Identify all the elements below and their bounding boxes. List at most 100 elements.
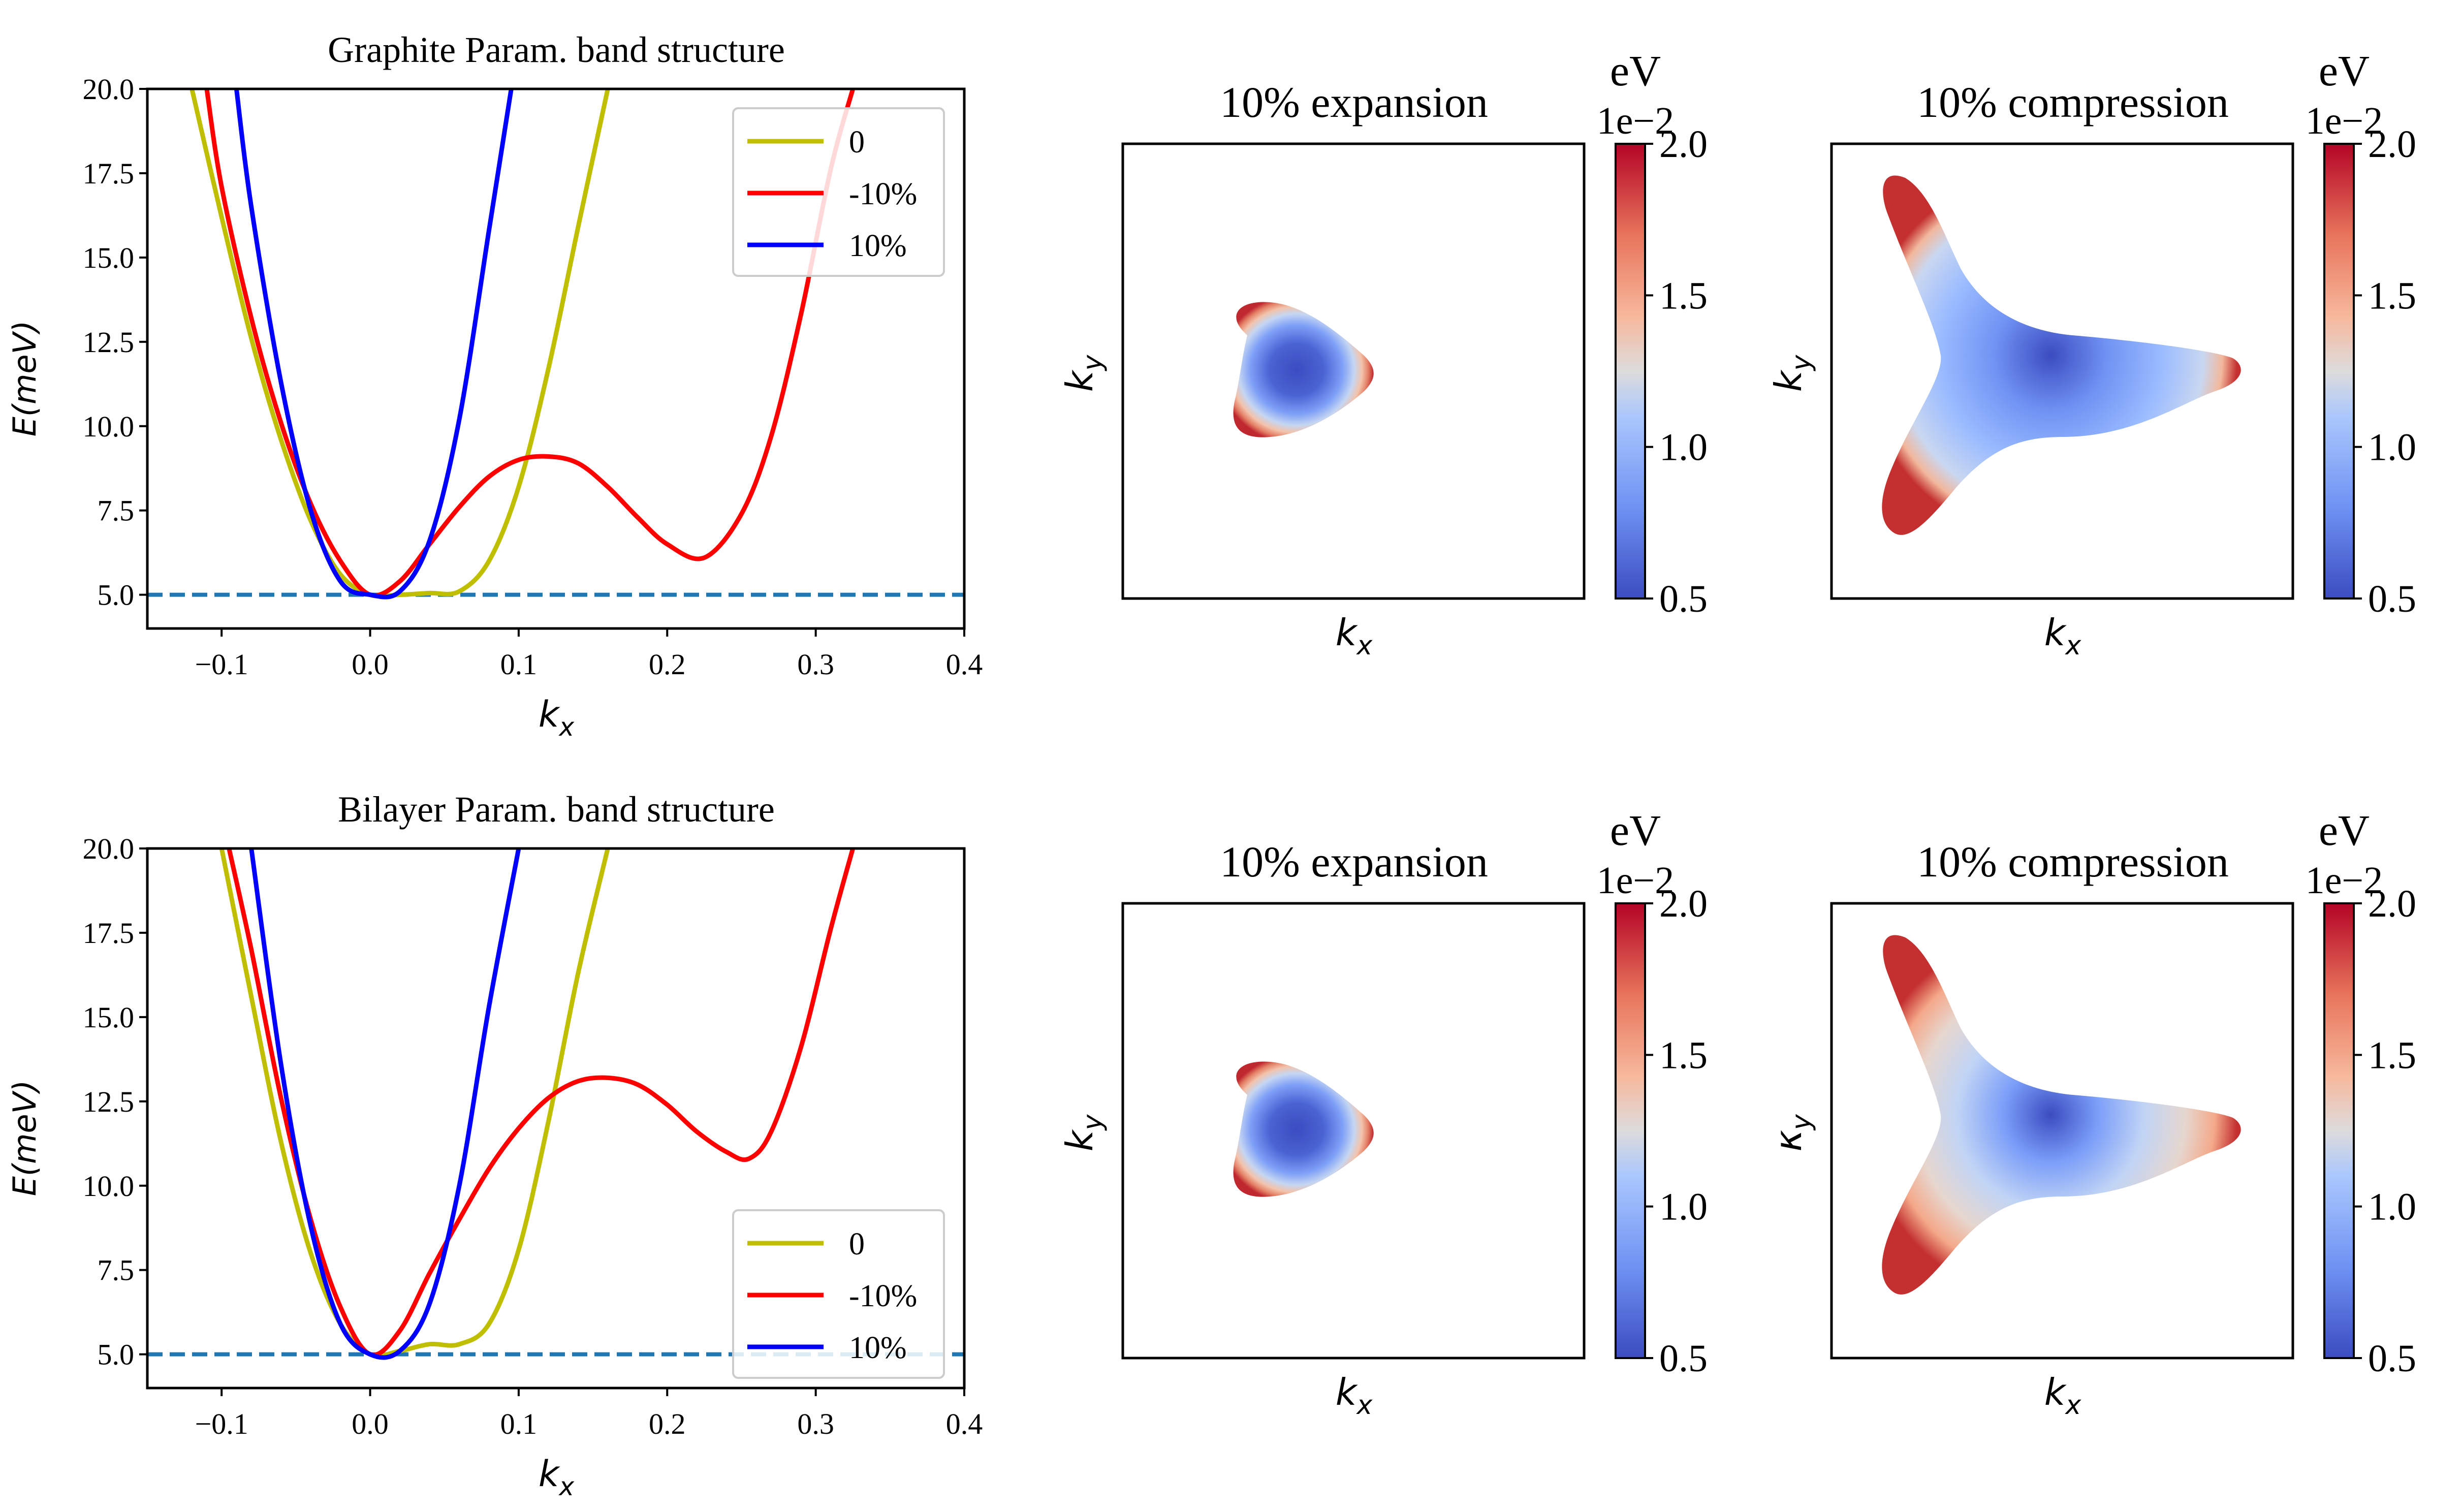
colorbar-gradient xyxy=(1615,143,1646,600)
y-tick-label: 5.0 xyxy=(98,579,135,612)
energy-pocket xyxy=(1882,935,2241,1295)
plot-frame xyxy=(146,87,966,630)
x-tick-label: 0.2 xyxy=(649,1407,686,1440)
x-tick-label: 0.0 xyxy=(352,648,389,681)
colorbar-tick-label: 0.5 xyxy=(2368,1337,2416,1380)
colorbar-tick-label: 2.0 xyxy=(2368,123,2416,166)
x-tick-label: 0.1 xyxy=(500,1407,538,1440)
y-axis-label: E(meV) xyxy=(6,1080,43,1196)
y-axis-label: ky xyxy=(1058,355,1108,392)
x-axis-label: kx xyxy=(1336,611,1373,661)
y-tick-label: 17.5 xyxy=(83,917,135,950)
colorbar-unit-label: eV xyxy=(2319,46,2370,95)
y-tick-label: 5.0 xyxy=(98,1338,135,1371)
y-tick-label: 10.0 xyxy=(83,410,135,443)
legend-box xyxy=(732,1209,945,1379)
colorbar-offset: 1e−2 xyxy=(2306,100,2383,142)
y-tick-label: 20.0 xyxy=(83,73,135,106)
y-axis-label: ky xyxy=(1058,1114,1108,1152)
x-tick-label: 0.3 xyxy=(797,648,834,681)
heatmap-expansion-top: 10% expansion kx ky xyxy=(1058,78,1586,661)
energy-pocket xyxy=(1882,175,2241,535)
x-tick-label: 0.2 xyxy=(649,648,686,681)
colorbar-tick-label: 1.5 xyxy=(2368,1034,2416,1077)
legend: 0 -10% 10% xyxy=(732,107,945,277)
y-tick-label: 12.5 xyxy=(83,1085,135,1118)
series-line-10% xyxy=(234,89,514,600)
y-tick-label: 7.5 xyxy=(98,494,135,527)
x-tick-label: 0.4 xyxy=(946,1407,983,1440)
heatmap-compression-bottom: 10% compression kx κy xyxy=(1767,837,2294,1421)
heatmap-title: 10% expansion xyxy=(1220,837,1488,886)
chart-title: Bilayer Param. band structure xyxy=(338,789,775,830)
legend-label: 0 xyxy=(849,1227,865,1262)
series-line--10% xyxy=(204,89,856,598)
colorbar-tick-label: 2.0 xyxy=(2368,883,2416,925)
colorbar-gradient xyxy=(2323,143,2355,600)
x-tick-label: 0.4 xyxy=(946,648,983,681)
legend-label: -10% xyxy=(849,177,917,211)
series-line-0 xyxy=(190,89,610,599)
y-tick-label: 10.0 xyxy=(83,1170,135,1203)
legend: 0 -10% 10% xyxy=(732,1209,945,1379)
heatmap-title: 10% compression xyxy=(1917,78,2229,127)
colorbar-tick-label: 0.5 xyxy=(1659,1337,1708,1380)
plot-frame xyxy=(146,847,966,1390)
colorbar-gradient xyxy=(2323,902,2355,1359)
colorbar-tick-label: 1.0 xyxy=(1659,426,1708,469)
x-axis-label: kx xyxy=(539,1453,575,1501)
colorbar-unit-label: eV xyxy=(1610,46,1661,95)
colorbar-unit-label: eV xyxy=(1610,806,1661,855)
y-axis-label: ky xyxy=(1767,355,1817,392)
y-tick-label: 20.0 xyxy=(83,832,135,865)
x-axis-label: kx xyxy=(2044,1371,2082,1421)
series-line-0 xyxy=(219,848,610,1359)
heatmap-title: 10% expansion xyxy=(1220,78,1488,127)
colorbar: 0.51.01.52.01e−2eV xyxy=(1597,806,1708,1380)
colorbar-gradient xyxy=(1615,902,1646,1359)
colorbar-tick-label: 2.0 xyxy=(1659,123,1708,166)
y-tick-label: 17.5 xyxy=(83,157,135,190)
y-tick-label: 7.5 xyxy=(98,1254,135,1287)
x-tick-label: 0.1 xyxy=(500,648,538,681)
y-axis-label: E(meV) xyxy=(6,321,43,437)
colorbar-offset: 1e−2 xyxy=(2306,859,2383,902)
x-tick-label: −0.1 xyxy=(195,648,248,681)
y-tick-label: 12.5 xyxy=(83,326,135,359)
colorbar-tick-label: 0.5 xyxy=(2368,578,2416,620)
x-axis-label: kx xyxy=(1336,1371,1373,1421)
panel-graphite-band: Graphite Param. band structure −0.1 0.0 0.… xyxy=(6,29,983,742)
colorbar-offset: 1e−2 xyxy=(1597,100,1675,142)
legend-label: 0 xyxy=(849,125,865,160)
colorbar-tick-label: 1.5 xyxy=(2368,274,2416,317)
y-axis-label: κy xyxy=(1767,1114,1817,1151)
colorbar-unit-label: eV xyxy=(2319,806,2370,855)
heatmap-expansion-bottom: 10% expansion kx ky xyxy=(1058,837,1586,1421)
colorbar-tick-label: 1.0 xyxy=(2368,1186,2416,1228)
x-tick-label: 0.0 xyxy=(352,1407,389,1440)
colorbar-tick-label: 1.0 xyxy=(1659,1186,1708,1228)
heatmap-title: 10% compression xyxy=(1917,837,2229,886)
colorbar-tick-label: 1.0 xyxy=(2368,426,2416,469)
chart-title: Graphite Param. band structure xyxy=(328,29,785,70)
x-axis-label: kx xyxy=(539,694,575,742)
colorbar-tick-label: 1.5 xyxy=(1659,1034,1708,1077)
colorbar: 0.5 1.0 1.5 2.01e−2 eV xyxy=(2306,46,2416,620)
x-tick-label: 0.3 xyxy=(797,1407,834,1440)
colorbar-tick-label: 0.5 xyxy=(1659,578,1708,620)
colorbar-offset: 1e−2 xyxy=(1597,859,1675,902)
x-axis-label: kx xyxy=(2044,611,2082,661)
series-line-10% xyxy=(249,848,521,1360)
panel-bilayer-band: Bilayer Param. band structure −0.1 0.0 0.1… xyxy=(6,789,983,1501)
y-tick-label: 15.0 xyxy=(83,1001,135,1034)
colorbar: 0.5 1.0 1.5 2.01e−2 eV xyxy=(1597,46,1708,620)
colorbar: 0.5 1.0 1.5 2.01e−2eV xyxy=(2306,806,2416,1380)
legend-label: 10% xyxy=(849,229,907,263)
legend-label: 10% xyxy=(849,1331,907,1365)
y-tick-label: 15.0 xyxy=(83,241,135,274)
legend-label: -10% xyxy=(849,1279,917,1313)
colorbar-tick-label: 1.5 xyxy=(1659,274,1708,317)
legend-box xyxy=(732,107,945,277)
heatmap-compression-top: 10% compression kx ky xyxy=(1767,78,2294,661)
